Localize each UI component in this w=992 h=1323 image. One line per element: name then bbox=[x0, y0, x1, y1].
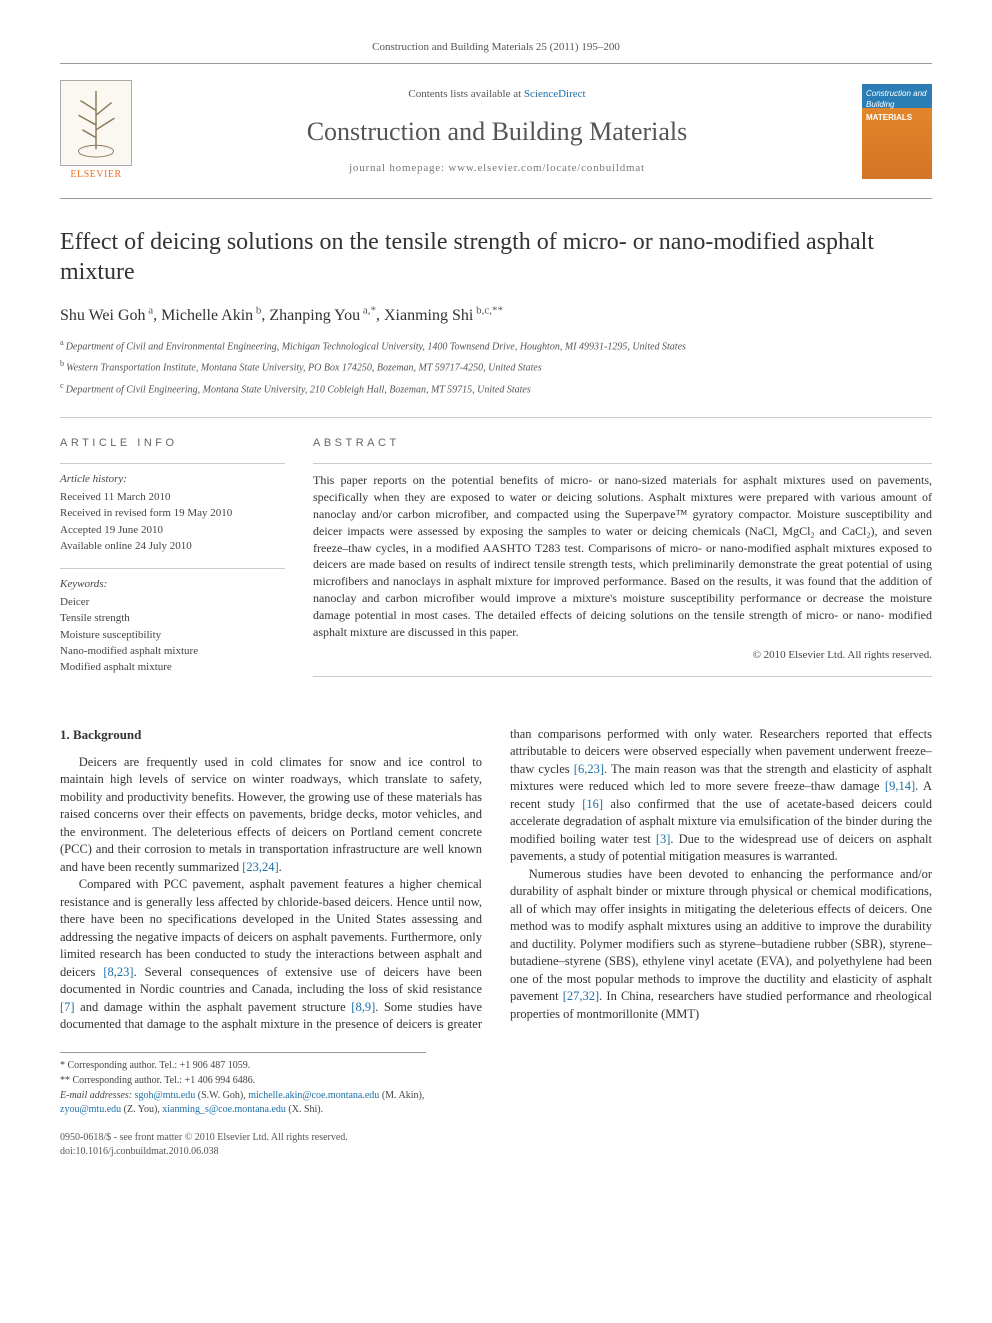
email-link[interactable]: sgoh@mtu.edu bbox=[135, 1090, 196, 1101]
author-list: Shu Wei Goh a, Michelle Akin b, Zhanping… bbox=[60, 303, 932, 327]
body-text: Numerous studies have been devoted to en… bbox=[510, 867, 932, 1004]
header-center: Contents lists available at ScienceDirec… bbox=[132, 87, 862, 176]
footnote-line: * Corresponding author. Tel.: +1 906 487… bbox=[60, 1059, 426, 1073]
citation-link[interactable]: [9,14] bbox=[885, 779, 915, 793]
author-affiliation-sup: a,* bbox=[360, 304, 376, 316]
info-abstract-row: ARTICLE INFO Article history: Received 1… bbox=[60, 417, 932, 690]
bottom-metadata: 0950-0618/$ - see front matter © 2010 El… bbox=[60, 1131, 932, 1159]
history-line: Accepted 19 June 2010 bbox=[60, 523, 285, 538]
history-head: Article history: bbox=[60, 472, 285, 487]
email-attribution: (Z. You), bbox=[121, 1104, 162, 1115]
citation-link[interactable]: [3] bbox=[656, 832, 671, 846]
keyword: Nano-modified asphalt mixture bbox=[60, 644, 285, 659]
affiliation: cDepartment of Civil Engineering, Montan… bbox=[60, 380, 932, 397]
body-text: and damage within the asphalt pavement s… bbox=[75, 1000, 352, 1014]
author: Shu Wei Goh a bbox=[60, 307, 153, 324]
abstract-column: ABSTRACT This paper reports on the poten… bbox=[313, 436, 932, 690]
history-line: Received in revised form 19 May 2010 bbox=[60, 506, 285, 521]
body-text: . bbox=[279, 860, 282, 874]
divider bbox=[60, 198, 932, 199]
keyword: Tensile strength bbox=[60, 611, 285, 626]
sciencedirect-link[interactable]: ScienceDirect bbox=[524, 88, 586, 100]
journal-header: ELSEVIER Contents lists available at Sci… bbox=[60, 72, 932, 190]
keyword: Deicer bbox=[60, 595, 285, 610]
article-title: Effect of deicing solutions on the tensi… bbox=[60, 227, 932, 287]
keywords-head: Keywords: bbox=[60, 577, 285, 592]
body-text: Compared with PCC pavement, asphalt pave… bbox=[60, 877, 482, 979]
article-info-column: ARTICLE INFO Article history: Received 1… bbox=[60, 436, 285, 690]
affiliation: bWestern Transportation Institute, Monta… bbox=[60, 358, 932, 375]
section-heading: 1. Background bbox=[60, 726, 482, 744]
homepage-url[interactable]: www.elsevier.com/locate/conbuildmat bbox=[448, 162, 645, 174]
doi-line: doi:10.1016/j.conbuildmat.2010.06.038 bbox=[60, 1145, 932, 1159]
cover-text-main: MATERIALS bbox=[866, 112, 928, 123]
author-affiliation-sup: a bbox=[146, 304, 154, 316]
affiliation: aDepartment of Civil and Environmental E… bbox=[60, 337, 932, 354]
email-link[interactable]: michelle.akin@coe.montana.edu bbox=[248, 1090, 379, 1101]
abstract-head: ABSTRACT bbox=[313, 436, 932, 451]
journal-reference: Construction and Building Materials 25 (… bbox=[60, 40, 932, 55]
citation-link[interactable]: [16] bbox=[582, 797, 603, 811]
citation-link[interactable]: [23,24] bbox=[242, 860, 278, 874]
homepage-prefix: journal homepage: bbox=[349, 162, 448, 174]
abstract-text: This paper reports on the potential bene… bbox=[313, 463, 932, 640]
author: Xianming Shi b,c,** bbox=[384, 307, 503, 324]
citation-link[interactable]: [8,9] bbox=[351, 1000, 375, 1014]
publisher-name: ELSEVIER bbox=[60, 168, 132, 182]
body-paragraph: Deicers are frequently used in cold clim… bbox=[60, 754, 482, 877]
keywords-block: Keywords: DeicerTensile strength Moisture… bbox=[60, 568, 285, 675]
citation-link[interactable]: [6,23] bbox=[574, 762, 604, 776]
keyword: Modified asphalt mixture bbox=[60, 660, 285, 675]
author: Michelle Akin b bbox=[161, 307, 261, 324]
body-text: Deicers are frequently used in cold clim… bbox=[60, 755, 482, 874]
email-attribution: (S.W. Goh), bbox=[195, 1090, 248, 1101]
homepage-line: journal homepage: www.elsevier.com/locat… bbox=[132, 161, 862, 176]
citation-link[interactable]: [27,32] bbox=[563, 989, 599, 1003]
issn-line: 0950-0618/$ - see front matter © 2010 El… bbox=[60, 1131, 932, 1145]
author-affiliation-sup: b bbox=[253, 304, 261, 316]
footnote-emails: E-mail addresses: sgoh@mtu.edu (S.W. Goh… bbox=[60, 1089, 426, 1117]
author-affiliation-sup: b,c,** bbox=[473, 304, 503, 316]
body-columns: 1. Background Deicers are frequently use… bbox=[60, 726, 932, 1034]
article-history-block: Article history: Received 11 March 2010R… bbox=[60, 463, 285, 554]
elsevier-tree-icon bbox=[60, 80, 132, 166]
footnote-line: ** Corresponding author. Tel.: +1 406 99… bbox=[60, 1074, 426, 1088]
email-attribution: (M. Akin), bbox=[379, 1090, 424, 1101]
history-line: Received 11 March 2010 bbox=[60, 490, 285, 505]
keyword: Moisture susceptibility bbox=[60, 628, 285, 643]
divider bbox=[60, 63, 932, 64]
journal-name: Construction and Building Materials bbox=[132, 114, 862, 150]
email-link[interactable]: zyou@mtu.edu bbox=[60, 1104, 121, 1115]
contents-prefix: Contents lists available at bbox=[408, 88, 523, 100]
history-line: Available online 24 July 2010 bbox=[60, 539, 285, 554]
author: Zhanping You a,* bbox=[269, 307, 376, 324]
citation-link[interactable]: [8,23] bbox=[103, 965, 133, 979]
article-info-head: ARTICLE INFO bbox=[60, 436, 285, 451]
email-attribution: (X. Shi). bbox=[286, 1104, 323, 1115]
corresponding-author-footnotes: * Corresponding author. Tel.: +1 906 487… bbox=[60, 1052, 426, 1117]
copyright-line: © 2010 Elsevier Ltd. All rights reserved… bbox=[313, 648, 932, 676]
publisher-logo-block: ELSEVIER bbox=[60, 80, 132, 182]
body-paragraph: Numerous studies have been devoted to en… bbox=[510, 866, 932, 1024]
contents-list-line: Contents lists available at ScienceDirec… bbox=[132, 87, 862, 102]
journal-cover-thumbnail: Construction and Building MATERIALS bbox=[862, 84, 932, 179]
cover-text-top: Construction and Building bbox=[866, 88, 928, 110]
email-link[interactable]: xianming_s@coe.montana.edu bbox=[162, 1104, 286, 1115]
citation-link[interactable]: [7] bbox=[60, 1000, 75, 1014]
email-label: E-mail addresses: bbox=[60, 1090, 135, 1101]
